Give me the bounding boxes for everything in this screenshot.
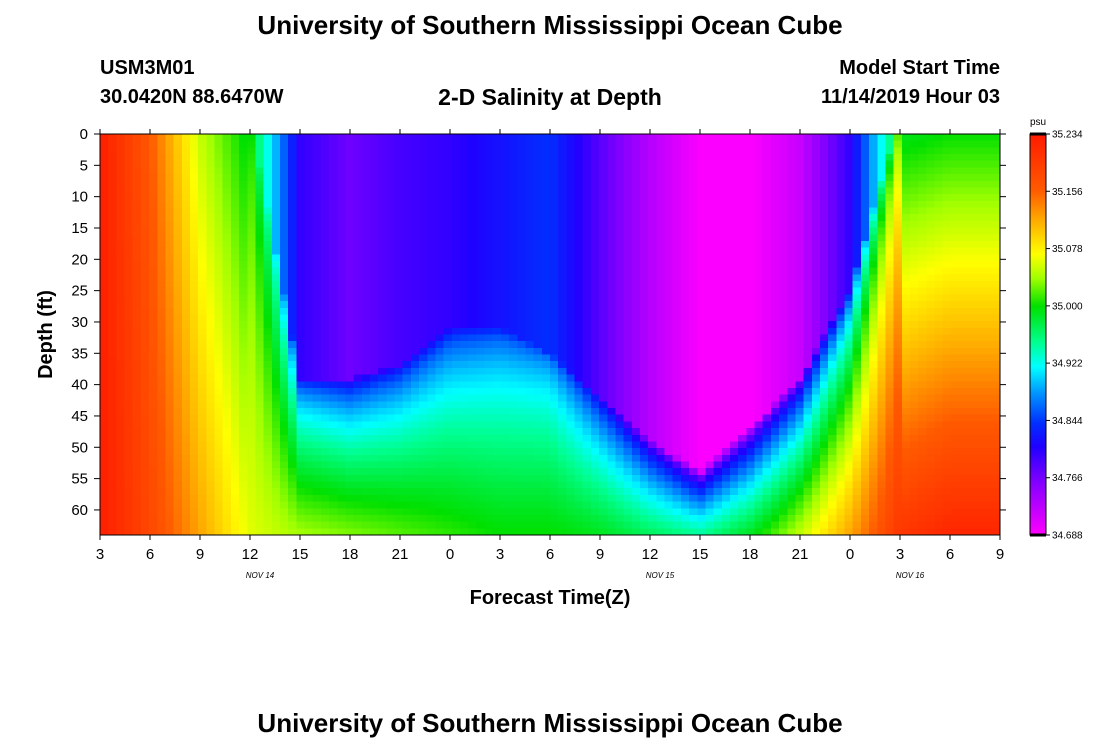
y-tick-label: 15 <box>71 220 88 237</box>
station-location: 30.0420N 88.6470W <box>100 86 284 108</box>
y-tick-label: 0 <box>80 126 88 143</box>
colorbar-tick-label: 35.078 <box>1052 244 1083 255</box>
station-id: USM3M01 <box>100 57 195 79</box>
y-tick-label: 20 <box>71 251 88 268</box>
date-label: NOV 14 <box>246 571 275 580</box>
plot-axes: 3 6 9 12 15 18 21 0 3 6 9 12 15 18 21 0 3 6 9 NOV 14 NOV 15 N… <box>35 126 1006 609</box>
model-start-label: Model Start Time <box>839 57 1000 79</box>
x-tick-label: 12 <box>642 546 659 563</box>
colorbar-tick-label: 35.234 <box>1052 130 1083 141</box>
colorbar-tick-label: 35.156 <box>1052 187 1083 198</box>
x-tick-label: 18 <box>342 546 359 563</box>
x-tick-label: 3 <box>96 546 104 563</box>
x-tick-label: 6 <box>546 546 554 563</box>
y-tick-label: 55 <box>71 471 88 488</box>
y-axis-label: Depth (ft) <box>35 290 57 379</box>
x-axis-label: Forecast Time(Z) <box>470 587 631 609</box>
colorbar-tick-label: 34.922 <box>1052 359 1083 370</box>
colorbar-tick-label: 35.000 <box>1052 301 1083 312</box>
x-tick-label: 9 <box>996 546 1004 563</box>
x-tick-label: 3 <box>496 546 504 563</box>
y-tick-label: 40 <box>71 377 88 394</box>
salinity-field <box>100 134 1001 536</box>
colorbar-tick-label: 34.688 <box>1052 531 1083 542</box>
colorbar-tick-label: 34.766 <box>1052 473 1083 484</box>
x-tick-label: 12 <box>242 546 259 563</box>
x-tick-label: 0 <box>446 546 454 563</box>
date-label: NOV 16 <box>896 571 925 580</box>
y-tick-label: 10 <box>71 189 88 206</box>
x-tick-label: 6 <box>146 546 154 563</box>
x-tick-label: 21 <box>392 546 409 563</box>
colorbar-tick-label: 34.844 <box>1052 416 1083 427</box>
y-tick-label: 5 <box>80 157 88 174</box>
chart-title: 2-D Salinity at Depth <box>438 84 662 110</box>
x-tick-label: 6 <box>946 546 954 563</box>
x-tick-label: 9 <box>196 546 204 563</box>
x-tick-label: 3 <box>896 546 904 563</box>
x-tick-label: 15 <box>692 546 709 563</box>
x-tick-label: 18 <box>742 546 759 563</box>
y-tick-label: 50 <box>71 439 88 456</box>
model-start-value: 11/14/2019 Hour 03 <box>820 86 1000 108</box>
x-tick-label: 9 <box>596 546 604 563</box>
x-tick-label: 15 <box>292 546 309 563</box>
colorbar: psu 35.234 35.156 35.078 35.000 34.922 34.844 3… <box>1029 117 1083 542</box>
colorbar-gradient <box>1029 133 1047 536</box>
x-tick-label: 21 <box>792 546 809 563</box>
y-tick-label: 30 <box>71 314 88 331</box>
colorbar-unit: psu <box>1030 117 1046 128</box>
date-label: NOV 15 <box>646 571 675 580</box>
page-title: University of Southern Mississippi Ocean… <box>257 10 843 40</box>
y-tick-label: 25 <box>71 283 88 300</box>
y-tick-label: 45 <box>71 408 88 425</box>
footer-title: University of Southern Mississippi Ocean… <box>257 708 843 738</box>
y-tick-label: 60 <box>71 502 88 519</box>
y-tick-label: 35 <box>71 345 88 362</box>
x-tick-label: 0 <box>846 546 854 563</box>
